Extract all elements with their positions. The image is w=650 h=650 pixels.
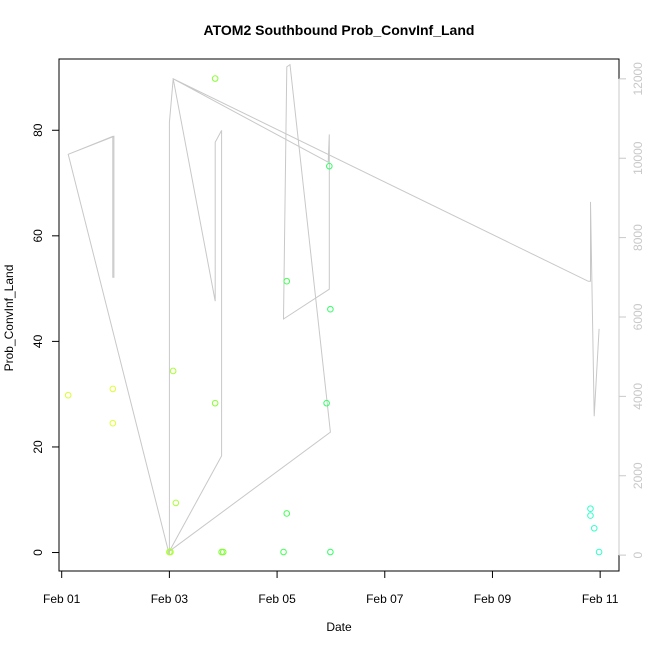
data-point xyxy=(595,548,603,556)
data-point xyxy=(323,399,330,407)
plot-frame xyxy=(58,58,620,572)
data-point xyxy=(327,548,334,556)
data-point xyxy=(327,305,334,313)
data-point xyxy=(109,385,117,393)
x-axis-label: Date xyxy=(326,620,352,634)
y-tick-label: 20 xyxy=(31,440,45,454)
data-point xyxy=(167,548,174,556)
data-point xyxy=(283,510,291,517)
y-axis: 0 20 40 60 80 xyxy=(31,123,60,556)
x-axis: Feb 01 Feb 03 Feb 05 Feb 07 Feb 09 Feb 11 xyxy=(43,570,619,606)
y2-tick-label: 0 xyxy=(631,551,645,558)
data-point xyxy=(326,162,333,170)
elevation-line xyxy=(67,63,600,556)
data-point xyxy=(283,277,291,285)
data-point xyxy=(211,399,219,407)
x-tick-label: Feb 07 xyxy=(366,592,404,606)
x-tick-label: Feb 03 xyxy=(151,592,189,606)
y2-tick-label: 8000 xyxy=(631,224,645,251)
y-tick-label: 80 xyxy=(31,123,45,137)
x-tick-label: Feb 09 xyxy=(474,592,512,606)
x-tick-label: Feb 01 xyxy=(43,592,81,606)
y2-tick-label: 6000 xyxy=(631,303,645,330)
series-line xyxy=(67,63,600,556)
data-point xyxy=(587,505,594,513)
data-point xyxy=(587,512,594,519)
data-points xyxy=(64,75,603,556)
y-axis-label: Prob_ConvInf_Land xyxy=(2,265,16,372)
data-point xyxy=(590,524,598,532)
chart-title: ATOM2 Southbound Prob_ConvInf_Land xyxy=(204,22,475,38)
y2-axis: 0 2000 4000 6000 8000 10000 12000 xyxy=(618,62,645,558)
data-point xyxy=(172,499,180,507)
x-tick-label: Feb 11 xyxy=(582,592,619,606)
y2-tick-label: 12000 xyxy=(631,62,645,96)
data-point xyxy=(219,548,227,556)
y-tick-label: 40 xyxy=(31,334,45,348)
y-tick-label: 0 xyxy=(31,549,45,556)
y2-tick-label: 2000 xyxy=(631,462,645,489)
data-point xyxy=(169,367,177,375)
y2-tick-label: 10000 xyxy=(631,141,645,175)
data-point xyxy=(64,391,72,399)
y-tick-label: 60 xyxy=(31,229,45,243)
data-point xyxy=(280,548,287,556)
x-tick-label: Feb 05 xyxy=(258,592,296,606)
y2-tick-label: 4000 xyxy=(631,383,645,410)
data-point xyxy=(211,75,219,82)
data-point xyxy=(109,419,117,427)
